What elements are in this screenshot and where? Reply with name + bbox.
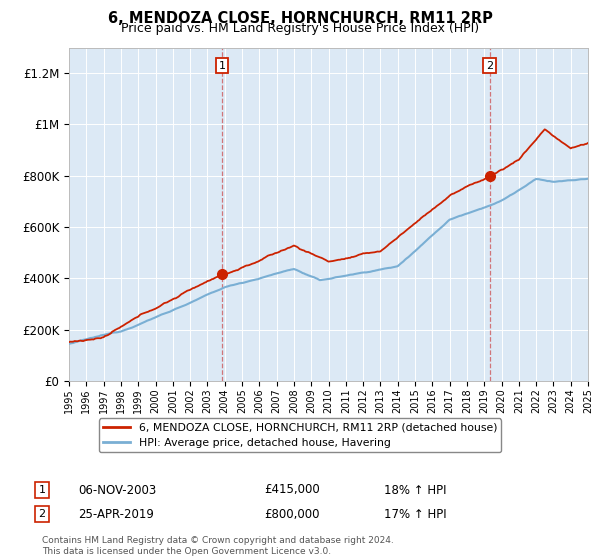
Text: £800,000: £800,000 (264, 507, 320, 521)
Text: 17% ↑ HPI: 17% ↑ HPI (384, 507, 446, 521)
Text: £415,000: £415,000 (264, 483, 320, 497)
Text: 2: 2 (486, 60, 493, 71)
Text: Contains HM Land Registry data © Crown copyright and database right 2024.
This d: Contains HM Land Registry data © Crown c… (42, 536, 394, 556)
Text: 25-APR-2019: 25-APR-2019 (78, 507, 154, 521)
Text: 6, MENDOZA CLOSE, HORNCHURCH, RM11 2RP: 6, MENDOZA CLOSE, HORNCHURCH, RM11 2RP (107, 11, 493, 26)
Legend: 6, MENDOZA CLOSE, HORNCHURCH, RM11 2RP (detached house), HPI: Average price, det: 6, MENDOZA CLOSE, HORNCHURCH, RM11 2RP (… (98, 418, 502, 452)
Text: 2: 2 (38, 509, 46, 519)
Text: 18% ↑ HPI: 18% ↑ HPI (384, 483, 446, 497)
Text: 06-NOV-2003: 06-NOV-2003 (78, 483, 156, 497)
Text: 1: 1 (218, 60, 226, 71)
Text: 1: 1 (38, 485, 46, 495)
Text: Price paid vs. HM Land Registry's House Price Index (HPI): Price paid vs. HM Land Registry's House … (121, 22, 479, 35)
